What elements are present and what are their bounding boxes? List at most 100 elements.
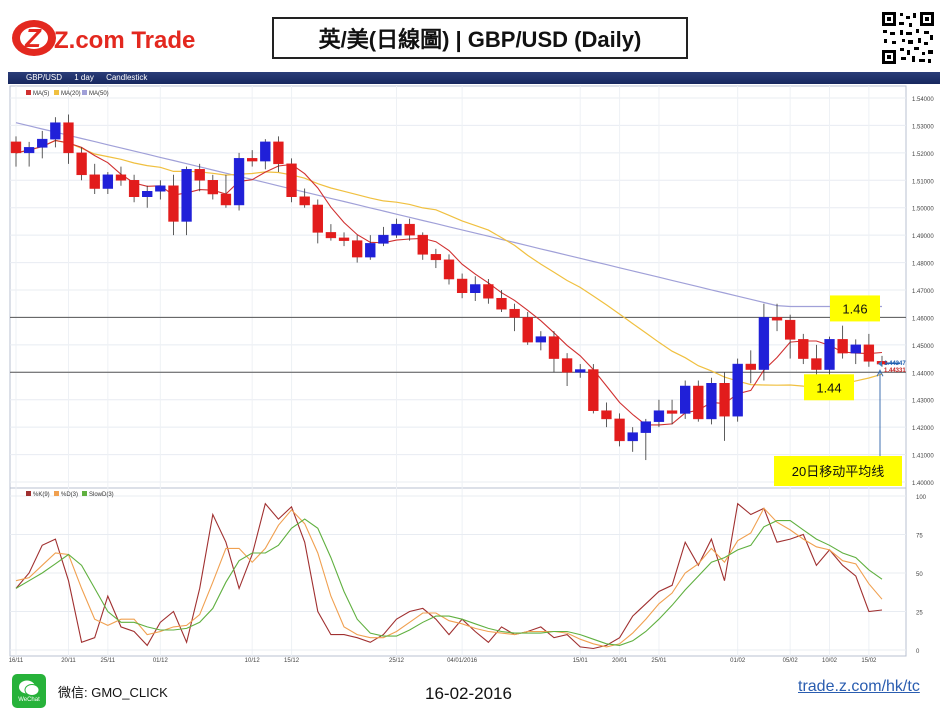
candle xyxy=(850,344,861,354)
legend-label: MA(5) xyxy=(33,91,49,97)
candle xyxy=(561,358,573,373)
osc-tick-label: 75 xyxy=(916,534,923,540)
stochastic-k-line xyxy=(15,502,883,650)
period-label[interactable]: 1 day xyxy=(74,73,94,82)
x-tick-label: 15/12 xyxy=(284,658,300,664)
style-label[interactable]: Candlestick xyxy=(106,73,148,82)
candle xyxy=(443,259,455,280)
x-tick-label: 25/12 xyxy=(389,658,405,664)
candle xyxy=(548,336,560,359)
legend-label: MA(50) xyxy=(89,91,109,97)
chart-frame: GBP/USD 1 day Candlestick 1.54000 1.53000… xyxy=(8,72,940,665)
logo-text: Z.com Trade xyxy=(54,27,195,54)
x-tick-label: 01/12 xyxy=(153,658,169,664)
candle xyxy=(693,385,704,420)
candle xyxy=(798,339,809,359)
website-link[interactable]: trade.z.com/hk/tc xyxy=(798,678,920,695)
candle xyxy=(653,410,665,422)
annotation-146: 1.46 xyxy=(842,301,867,316)
price-tick-label: 1.49000 xyxy=(912,234,934,240)
candle xyxy=(745,363,756,370)
wechat-icon: WeChat xyxy=(12,674,46,708)
x-tick-label: 04/01/2016 xyxy=(447,658,478,664)
candle xyxy=(128,180,140,197)
candle xyxy=(351,240,363,258)
svg-text:Z: Z xyxy=(24,23,42,53)
osc-legend-swatch xyxy=(54,491,59,496)
candle xyxy=(430,254,442,261)
candle xyxy=(719,383,730,417)
osc-tick-label: 100 xyxy=(916,495,927,501)
candle xyxy=(142,191,153,197)
candle xyxy=(837,339,848,354)
stochastic-d-line xyxy=(15,507,883,648)
x-tick-label: 25/11 xyxy=(101,658,116,664)
symbol-label[interactable]: GBP/USD xyxy=(26,73,63,82)
candle xyxy=(102,174,114,189)
price-tick-label: 1.51000 xyxy=(912,179,934,185)
x-tick-label: 05/02 xyxy=(783,658,799,664)
candle xyxy=(601,410,612,420)
x-tick-label: 16/11 xyxy=(9,658,24,664)
legend-swatch xyxy=(26,90,31,95)
candle xyxy=(404,223,415,236)
candle xyxy=(50,122,61,140)
osc-legend-label: SlowD(3) xyxy=(89,492,114,498)
candle xyxy=(76,152,87,176)
x-tick-label: 10/12 xyxy=(245,658,261,664)
candle xyxy=(588,369,599,411)
oscillator-panel xyxy=(9,487,907,657)
chart-toolbar: GBP/USD 1 day Candlestick xyxy=(8,72,940,84)
candle xyxy=(391,223,402,236)
candle xyxy=(233,158,245,206)
candle xyxy=(680,385,691,414)
candle xyxy=(23,147,35,154)
candle xyxy=(10,141,22,154)
candle xyxy=(771,317,783,321)
candle xyxy=(260,141,271,162)
price-tick-label: 1.50000 xyxy=(912,207,934,213)
footer-wechat: WeChat 微信: GMO_CLICK xyxy=(12,674,168,708)
zcom-trade-logo: Z Z.com Trade xyxy=(12,20,195,56)
price-tick-label: 1.46000 xyxy=(912,316,934,322)
candle xyxy=(824,339,835,370)
candle xyxy=(220,193,232,206)
candle xyxy=(194,169,205,181)
price-tick-label: 1.48000 xyxy=(912,262,934,268)
osc-legend-swatch xyxy=(26,491,31,496)
candle xyxy=(758,317,770,370)
osc-legend-swatch xyxy=(82,491,87,496)
footer-date: 16-02-2016 xyxy=(425,684,512,703)
last-price-marker xyxy=(878,360,882,367)
ma50-line xyxy=(15,122,882,308)
candle xyxy=(863,344,875,362)
annotation-box xyxy=(830,295,880,322)
annotation-ma20: 20日移动平均线 xyxy=(792,464,884,479)
candle xyxy=(456,278,468,293)
price-tick-label: 1.43000 xyxy=(912,399,934,405)
candle xyxy=(378,234,389,244)
candle xyxy=(207,180,218,195)
wechat-id: 微信: GMO_CLICK xyxy=(58,684,168,700)
candle xyxy=(115,174,127,181)
osc-legend-label: %K(9) xyxy=(33,492,50,498)
candle xyxy=(732,363,743,417)
annotation-arrowhead xyxy=(876,369,884,377)
x-tick-label: 25/01 xyxy=(651,658,667,664)
candle xyxy=(89,174,100,189)
osc-tick-label: 50 xyxy=(916,572,923,578)
stochastic-slow-line xyxy=(15,518,883,646)
candle xyxy=(417,234,428,255)
candle xyxy=(286,163,297,197)
osc-tick-label: 25 xyxy=(916,611,923,617)
candle xyxy=(706,383,717,420)
wechat-label: WeChat xyxy=(18,697,40,703)
candle xyxy=(522,317,533,343)
price-tick-label: 1.54000 xyxy=(912,97,934,103)
osc-legend-label: %D(3) xyxy=(61,492,78,498)
candle xyxy=(470,284,481,293)
annotation-144: 1.44 xyxy=(816,380,841,395)
x-tick-label: 15/02 xyxy=(861,658,877,664)
price-tick-label: 1.47000 xyxy=(912,289,934,295)
candle xyxy=(168,185,179,222)
